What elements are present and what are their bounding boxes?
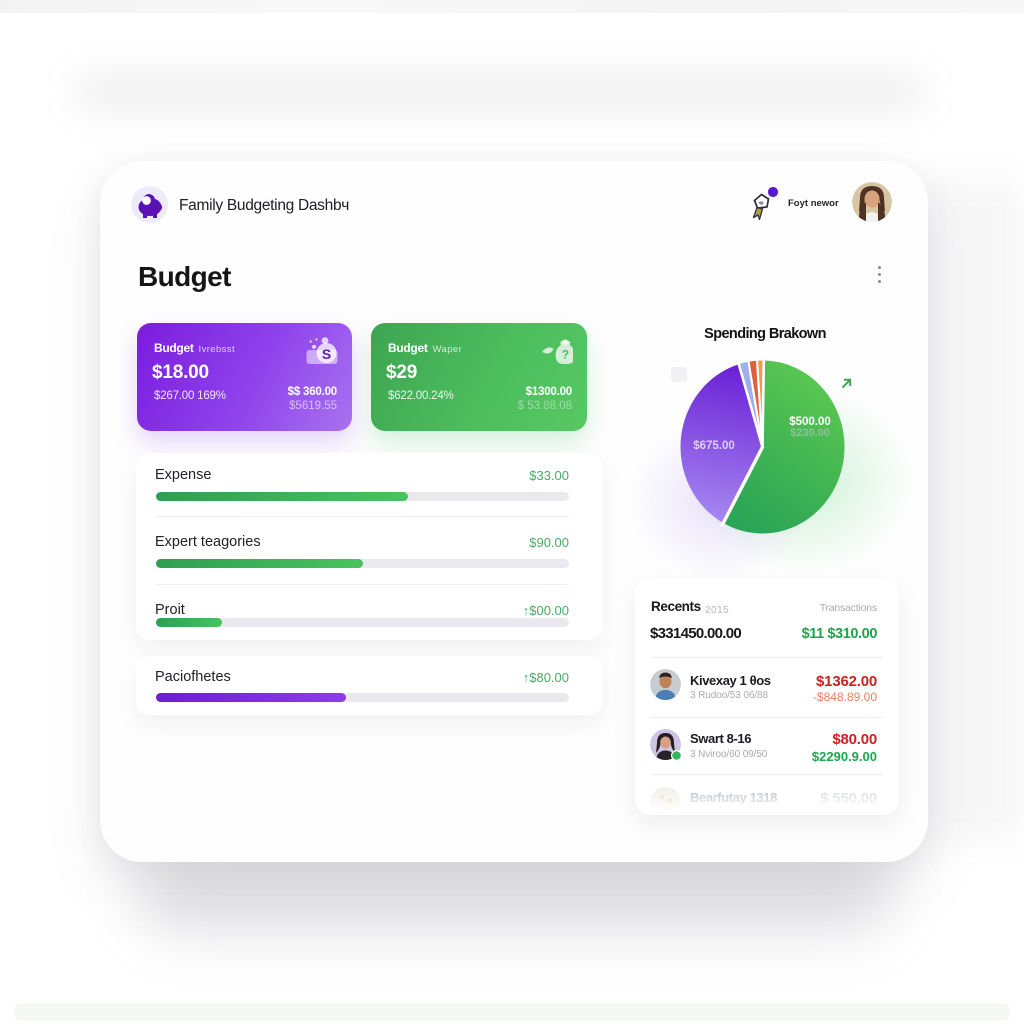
svg-text:?: ? [562, 348, 569, 362]
svg-text:S: S [322, 346, 331, 362]
